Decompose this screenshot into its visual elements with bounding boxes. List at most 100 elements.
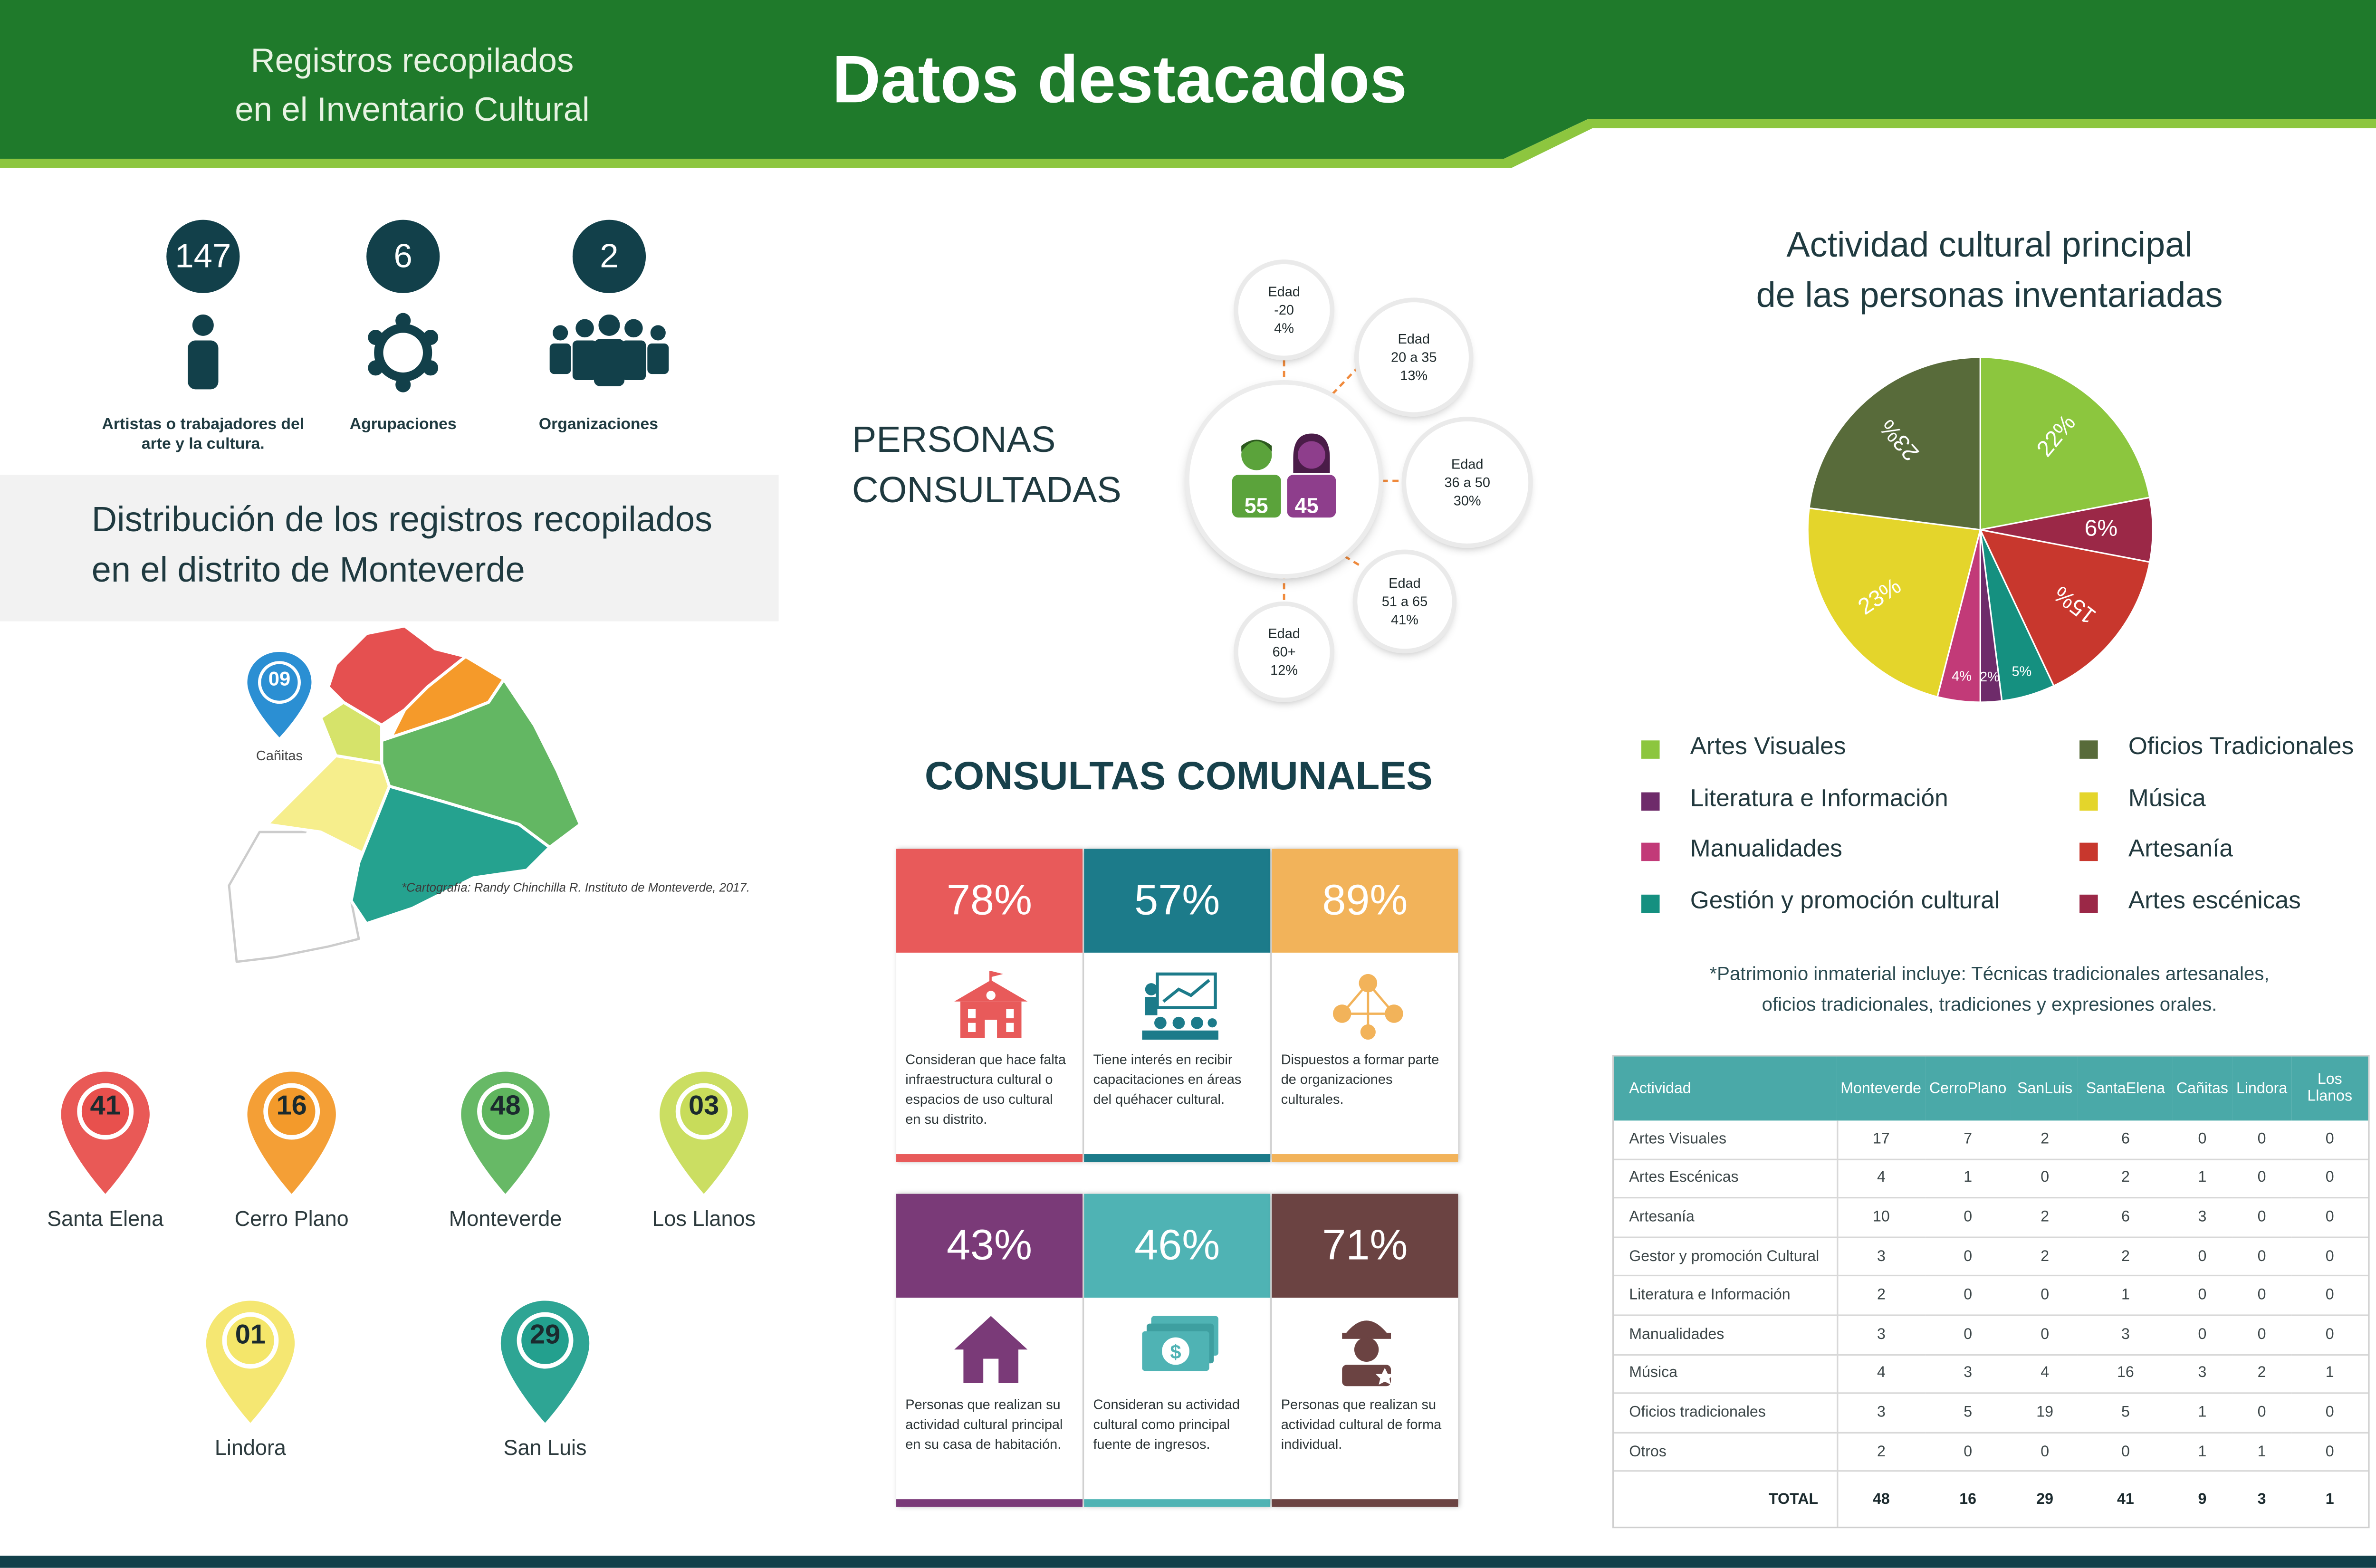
- age-bubble-line3: 13%: [1400, 368, 1428, 383]
- table-row: Manualidades 3 0 0 3 0 0 0: [1614, 1315, 2368, 1355]
- person-icon: [188, 314, 219, 390]
- legend-swatch: [2079, 791, 2098, 810]
- age-bubble: Edad 60+ 12%: [1238, 606, 1330, 698]
- worker-icon: [1342, 1320, 1394, 1386]
- consultas-title: CONSULTAS COMUNALES: [924, 753, 1433, 799]
- table-cell: 3: [2172, 1354, 2232, 1394]
- consulta-description: Tiene interés en recibir capacitaciones …: [1093, 1052, 1242, 1107]
- pin-canitas-value: 09: [268, 667, 291, 690]
- table-cell: 1: [2291, 1354, 2368, 1394]
- age-bubble-line1: Edad: [1268, 626, 1300, 641]
- page-title: Datos destacados: [832, 42, 1408, 118]
- table-total-cell: 16: [1959, 1491, 1977, 1508]
- male-value: 55: [1244, 493, 1268, 518]
- consulta-percentage: 78%: [896, 849, 1083, 953]
- table-row: Música 4 3 4 16 3 2 1: [1614, 1354, 2368, 1394]
- table-cell: 0: [2291, 1393, 2368, 1434]
- pin-value: 41: [90, 1090, 121, 1121]
- chart-note-line1: *Patrimonio inmaterial incluye: Técnicas…: [1709, 963, 2270, 985]
- legend-swatch: [1641, 740, 1660, 759]
- table-cell: Oficios tradicionales: [1614, 1393, 1838, 1434]
- table-cell: 16: [2079, 1354, 2173, 1394]
- table-header-cell: SantaElena: [2079, 1056, 2173, 1121]
- table-header-cell: Actividad: [1614, 1056, 1838, 1121]
- table-cell: 0: [2172, 1120, 2232, 1160]
- table-header-cell: Los Llanos: [2291, 1056, 2368, 1121]
- consulta-bottom-bar: [1272, 1499, 1458, 1507]
- legend-label: Manualidades: [1690, 836, 1842, 863]
- pin-label: Lindora: [214, 1435, 286, 1460]
- table-cell: 5: [2079, 1393, 2173, 1434]
- legend-swatch: [1641, 791, 1660, 810]
- table-header-row: Actividad Monteverde CerroPlano SanLuis Sant…: [1614, 1056, 2368, 1121]
- table-cell: 0: [2011, 1315, 2079, 1355]
- header-subtitle: Registros recopilados en el Inventario C…: [183, 37, 642, 134]
- table-total-cell: 9: [2198, 1491, 2207, 1508]
- pie-slice-label: 4%: [1952, 669, 1972, 684]
- consulta-percentage: 43%: [896, 1194, 1083, 1298]
- table-cell: 6: [2079, 1120, 2173, 1160]
- consulta-percentage: 57%: [1084, 849, 1271, 953]
- group-circle-icon: [368, 313, 439, 392]
- activity-table: Actividad Monteverde CerroPlano SanLuis Sant…: [1612, 1055, 2370, 1529]
- stat-orgs-value: 2: [572, 220, 646, 293]
- table-cell: 0: [1925, 1237, 2012, 1277]
- table-cell: 10: [1837, 1198, 1925, 1238]
- pin-label: Cerro Plano: [234, 1206, 349, 1231]
- table-cell: 2: [2011, 1237, 2079, 1277]
- pin-value: 01: [235, 1319, 266, 1350]
- table-cell: 2: [1837, 1276, 1925, 1316]
- table-row: Artesanía 10 0 2 6 3 0 0: [1614, 1198, 2368, 1238]
- table-cell: 1: [1925, 1158, 2012, 1199]
- consulta-bottom-bar: [1084, 1154, 1271, 1162]
- pin-marker: [500, 1300, 590, 1423]
- stat-artists-label-line1: Artistas o trabajadores del: [102, 415, 305, 434]
- table-row: Gestor y promoción Cultural 3 0 2 2 0 0 0: [1614, 1237, 2368, 1277]
- table-cell: 2: [2079, 1158, 2173, 1199]
- stat-artists-value: 147: [166, 220, 240, 293]
- male-female-icon: [1232, 433, 1336, 518]
- table-cell: 0: [2291, 1158, 2368, 1199]
- table-total-cell: 29: [2036, 1491, 2054, 1508]
- table-cell: 0: [2232, 1315, 2292, 1355]
- legend-label: Artesanía: [2128, 836, 2233, 863]
- table-cell: 4: [2011, 1354, 2079, 1394]
- stat-groups-value: 6: [366, 220, 440, 293]
- table-cell: 0: [1925, 1276, 2012, 1316]
- table-cell: 1: [2172, 1432, 2232, 1472]
- personas-title-line1: PERSONAS: [852, 420, 1056, 461]
- table-cell: 3: [1837, 1237, 1925, 1277]
- age-bubble-line1: Edad: [1451, 456, 1484, 472]
- chart-title-line2: de las personas inventariadas: [1756, 275, 2223, 315]
- table-cell: 0: [2291, 1120, 2368, 1160]
- table-cell: 3: [1837, 1393, 1925, 1434]
- table-total-cell: 3: [2257, 1491, 2266, 1508]
- table-cell: 0: [2291, 1237, 2368, 1277]
- house-icon: [954, 1316, 1028, 1383]
- table-cell: 0: [2011, 1432, 2079, 1472]
- legend-swatch: [2079, 894, 2098, 912]
- table-cell: 19: [2011, 1393, 2079, 1434]
- consulta-description: Consideran que hace falta infraestructur…: [905, 1052, 1066, 1127]
- age-bubble-line3: 4%: [1274, 320, 1294, 336]
- network-icon: [1332, 974, 1403, 1040]
- table-cell: 0: [2291, 1315, 2368, 1355]
- pie-slice: [1979, 528, 2151, 687]
- pin-marker: [461, 1071, 550, 1194]
- age-bubble-line3: 30%: [1453, 493, 1481, 508]
- age-bubble-line3: 41%: [1390, 612, 1418, 628]
- consulta-description: Dispuestos a formar parte de organizacio…: [1281, 1052, 1439, 1107]
- age-bubble: Edad -20 4%: [1238, 264, 1330, 356]
- legend-swatch: [1641, 894, 1660, 912]
- table-total-cell: 48: [1873, 1491, 1890, 1508]
- table-cell: 1: [2079, 1276, 2173, 1316]
- legend-label: Oficios Tradicionales: [2128, 734, 2354, 761]
- table-cell: 3: [2079, 1315, 2173, 1355]
- table-cell: 0: [2232, 1120, 2292, 1160]
- table-cell: Artes Escénicas: [1614, 1158, 1838, 1199]
- stat-artists-label-line2: arte y la cultura.: [141, 435, 265, 454]
- table-cell: 7: [1925, 1120, 2012, 1160]
- table-cell: 0: [2291, 1432, 2368, 1472]
- legend-label: Artes escénicas: [2128, 888, 2301, 914]
